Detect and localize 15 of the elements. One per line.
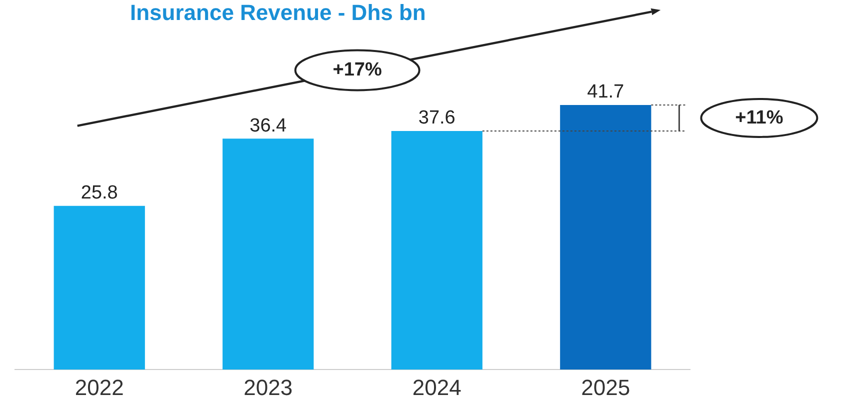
chart-title: Insurance Revenue - Dhs bn	[130, 0, 426, 26]
data-label: 36.4	[250, 115, 288, 136]
x-tick-label: 2025	[581, 374, 630, 400]
bar	[560, 104, 652, 370]
data-label: 25.8	[80, 182, 118, 204]
x-tick-label: 2022	[74, 374, 124, 400]
text: +11%	[735, 107, 784, 128]
text: +17%	[332, 60, 382, 81]
x-tick-label: 2023	[244, 374, 293, 400]
bar	[391, 130, 482, 370]
bar	[54, 206, 145, 370]
data-label: 37.6	[418, 108, 456, 129]
x-tick-label: 2024	[412, 374, 462, 400]
bar	[222, 138, 314, 370]
data-label: 41.7	[587, 82, 624, 103]
